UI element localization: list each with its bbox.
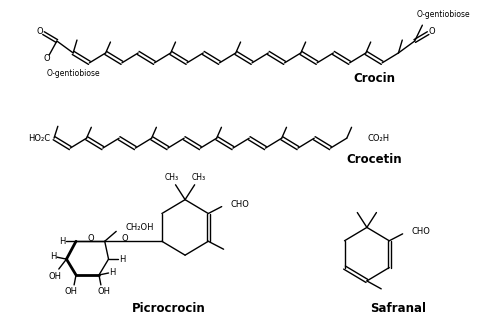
Text: O: O	[121, 234, 128, 243]
Text: OH: OH	[48, 272, 61, 281]
Text: OH: OH	[97, 287, 110, 296]
Text: OH: OH	[65, 287, 78, 296]
Text: CO₂H: CO₂H	[368, 134, 390, 143]
Text: CH₃: CH₃	[192, 173, 205, 182]
Text: O-gentiobiose: O-gentiobiose	[47, 69, 100, 78]
Text: HO₂C: HO₂C	[28, 134, 50, 143]
Text: O-gentiobiose: O-gentiobiose	[417, 10, 470, 19]
Text: O: O	[36, 26, 43, 36]
Text: CHO: CHO	[230, 200, 249, 209]
Text: O: O	[87, 234, 94, 243]
Text: CHO: CHO	[411, 227, 430, 236]
Text: CH₂OH: CH₂OH	[126, 223, 154, 232]
Text: H: H	[119, 255, 125, 263]
Text: Crocin: Crocin	[354, 72, 396, 85]
Text: CH₃: CH₃	[165, 173, 179, 182]
Text: Crocetin: Crocetin	[347, 153, 402, 167]
Text: H: H	[109, 268, 116, 277]
Text: Safranal: Safranal	[371, 302, 426, 315]
Text: O: O	[43, 54, 49, 63]
Text: O: O	[429, 26, 435, 36]
Text: Picrocrocin: Picrocrocin	[132, 302, 206, 315]
Text: H: H	[50, 252, 56, 261]
Text: H: H	[60, 237, 66, 246]
